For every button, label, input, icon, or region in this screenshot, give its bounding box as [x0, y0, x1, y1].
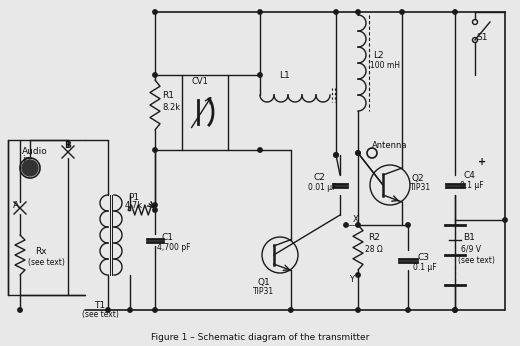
Text: C1: C1 — [162, 233, 174, 242]
Circle shape — [400, 10, 404, 14]
Circle shape — [18, 308, 22, 312]
Text: A: A — [13, 201, 19, 210]
Circle shape — [334, 153, 338, 157]
Text: TIP31: TIP31 — [253, 288, 275, 297]
Circle shape — [334, 153, 338, 157]
Text: 4.7k: 4.7k — [125, 201, 143, 210]
Circle shape — [356, 151, 360, 155]
Text: C3: C3 — [417, 254, 429, 263]
Circle shape — [406, 223, 410, 227]
Text: Q2: Q2 — [411, 173, 424, 182]
Text: 0.01 μF: 0.01 μF — [308, 183, 336, 192]
Circle shape — [289, 308, 293, 312]
Text: S1: S1 — [476, 34, 488, 43]
Text: (see text): (see text) — [458, 255, 495, 264]
Circle shape — [22, 160, 38, 176]
Circle shape — [153, 208, 157, 212]
Text: 6/9 V: 6/9 V — [461, 245, 481, 254]
Circle shape — [334, 10, 338, 14]
Circle shape — [356, 223, 360, 227]
Text: Q1: Q1 — [257, 279, 270, 288]
Text: 4,700 pF: 4,700 pF — [157, 244, 190, 253]
Text: R1: R1 — [162, 91, 174, 100]
Circle shape — [153, 308, 157, 312]
Circle shape — [503, 218, 507, 222]
Circle shape — [356, 273, 360, 277]
Circle shape — [153, 148, 157, 152]
Text: CV1: CV1 — [192, 78, 209, 86]
Circle shape — [356, 10, 360, 14]
Circle shape — [258, 148, 262, 152]
Text: C4: C4 — [463, 171, 475, 180]
Circle shape — [258, 10, 262, 14]
Circle shape — [153, 10, 157, 14]
Text: Figure 1 – Schematic diagram of the transmitter: Figure 1 – Schematic diagram of the tran… — [151, 334, 369, 343]
Circle shape — [106, 308, 110, 312]
Circle shape — [453, 10, 457, 14]
Circle shape — [128, 308, 132, 312]
Text: 0.1 μF: 0.1 μF — [413, 264, 437, 273]
Text: TIP31: TIP31 — [410, 183, 431, 192]
Text: Rx: Rx — [35, 247, 47, 256]
Text: X: X — [353, 215, 359, 224]
Text: Antenna: Antenna — [372, 140, 408, 149]
Circle shape — [153, 73, 157, 77]
Circle shape — [356, 151, 360, 155]
Circle shape — [153, 203, 157, 207]
Text: B1: B1 — [463, 234, 475, 243]
Text: +: + — [478, 157, 486, 167]
Circle shape — [406, 308, 410, 312]
Circle shape — [453, 308, 457, 312]
Text: C2: C2 — [313, 173, 325, 182]
Text: (see text): (see text) — [82, 310, 119, 319]
Text: 8.2k: 8.2k — [162, 102, 180, 111]
Text: 0.1 μF: 0.1 μF — [460, 182, 484, 191]
Text: 100 mH: 100 mH — [370, 61, 400, 70]
Circle shape — [258, 73, 262, 77]
Text: Y: Y — [349, 275, 355, 284]
Text: T1: T1 — [95, 300, 106, 310]
Circle shape — [453, 308, 457, 312]
Text: (see text): (see text) — [28, 257, 65, 266]
Text: P1: P1 — [128, 192, 139, 201]
Circle shape — [356, 308, 360, 312]
Text: L1: L1 — [280, 71, 290, 80]
Text: 28 Ω: 28 Ω — [365, 246, 383, 255]
Text: R2: R2 — [368, 234, 380, 243]
Circle shape — [344, 223, 348, 227]
Text: in: in — [22, 155, 30, 164]
Text: L2: L2 — [373, 51, 384, 60]
Text: Audio: Audio — [22, 147, 48, 156]
Text: B: B — [64, 140, 71, 149]
